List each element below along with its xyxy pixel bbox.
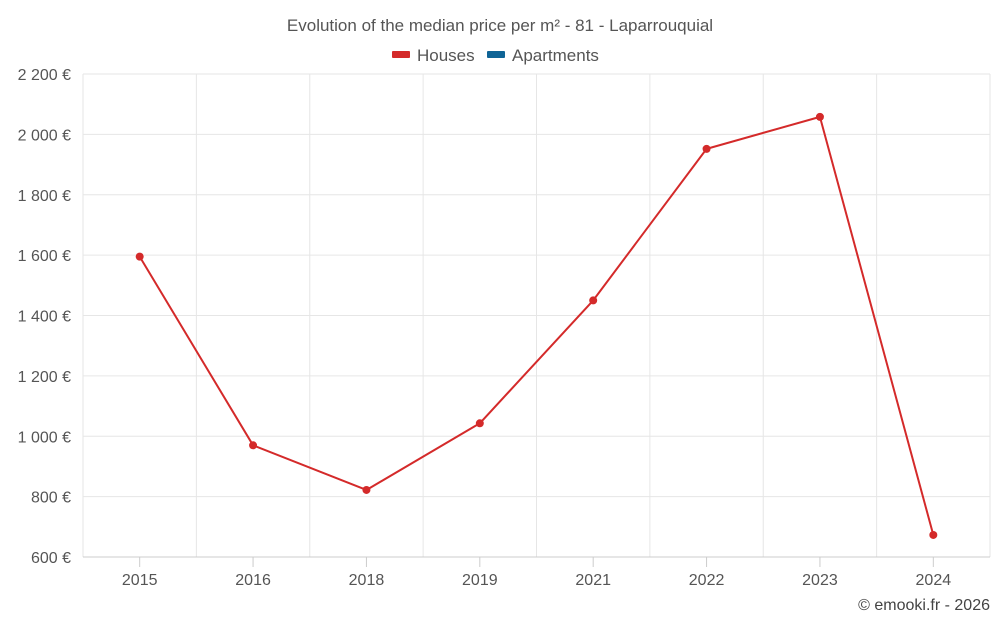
x-axis-ticks xyxy=(139,557,934,567)
x-tick-label: 2023 xyxy=(802,572,838,589)
data-point-houses[interactable] xyxy=(589,296,598,305)
y-tick-label: 1 400 € xyxy=(18,309,71,326)
legend-item-houses[interactable]: Houses xyxy=(392,46,475,65)
x-tick-label: 2016 xyxy=(235,572,271,589)
legend-swatch-apartments xyxy=(487,51,505,58)
legend: Houses Apartments xyxy=(392,46,599,65)
credit-text: © emooki.fr - 2026 xyxy=(858,597,990,614)
data-point-houses[interactable] xyxy=(815,112,824,121)
x-tick-label: 2019 xyxy=(462,572,498,589)
legend-label-houses: Houses xyxy=(417,46,475,65)
x-tick-label: 2024 xyxy=(916,572,952,589)
data-point-houses[interactable] xyxy=(362,485,371,494)
legend-swatch-houses xyxy=(392,51,410,58)
series-houses xyxy=(135,112,938,539)
data-point-houses[interactable] xyxy=(702,144,711,153)
x-tick-label: 2018 xyxy=(349,572,385,589)
legend-label-apartments: Apartments xyxy=(512,46,599,65)
y-tick-label: 1 800 € xyxy=(18,188,71,205)
x-gridlines xyxy=(82,74,991,557)
data-point-houses[interactable] xyxy=(475,419,484,428)
y-tick-label: 1 000 € xyxy=(18,429,71,446)
y-axis-labels: 600 € 800 € 1 000 € 1 200 € 1 400 € 1 600 € 1 … xyxy=(18,67,71,567)
data-point-houses[interactable] xyxy=(249,441,258,450)
y-tick-label: 600 € xyxy=(31,550,71,567)
chart-title: Evolution of the median price per m² - 8… xyxy=(287,16,713,35)
x-tick-label: 2021 xyxy=(575,572,611,589)
series-line-houses xyxy=(138,115,935,536)
data-point-houses[interactable] xyxy=(929,530,938,539)
x-tick-label: 2015 xyxy=(122,572,158,589)
data-point-houses[interactable] xyxy=(135,252,144,261)
legend-item-apartments[interactable]: Apartments xyxy=(487,46,599,65)
y-tick-label: 2 200 € xyxy=(18,67,71,84)
x-axis-labels: 2015 2016 2018 2019 2021 2022 2023 2024 xyxy=(122,572,951,589)
y-tick-label: 1 600 € xyxy=(18,248,71,265)
y-tick-label: 800 € xyxy=(31,490,71,507)
y-tick-label: 2 000 € xyxy=(18,127,71,144)
x-tick-label: 2022 xyxy=(689,572,725,589)
y-tick-label: 1 200 € xyxy=(18,369,71,386)
